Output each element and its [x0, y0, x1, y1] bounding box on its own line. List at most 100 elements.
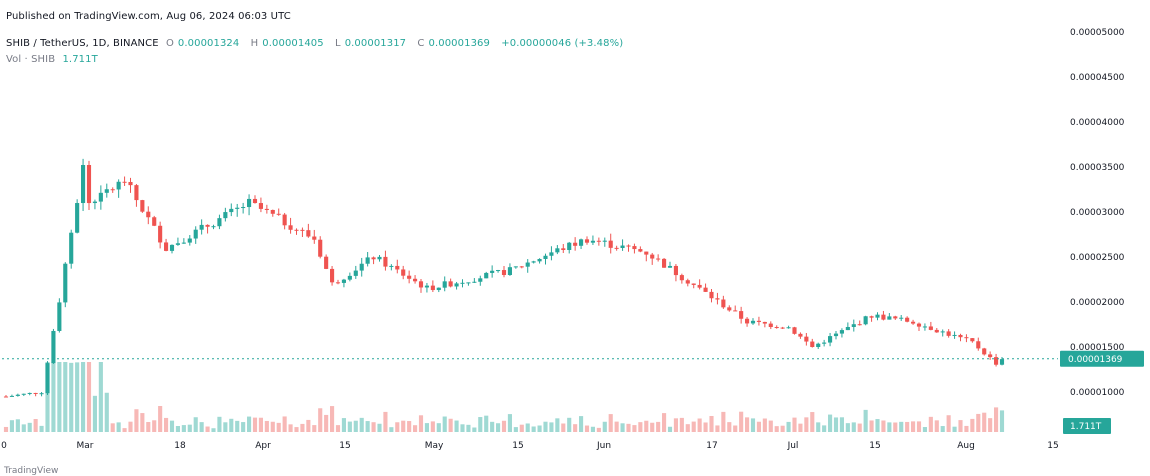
volume-bar [745, 417, 750, 432]
volume-value: 1.711T [62, 54, 98, 65]
volume-bar [27, 422, 32, 432]
candle-body [739, 311, 744, 319]
volume-bar [122, 428, 127, 432]
candle-body [496, 270, 501, 272]
volume-bar [839, 417, 844, 432]
candle-body [579, 239, 584, 246]
time-axis-tick: Aug [957, 441, 975, 451]
volume-bar [691, 421, 696, 432]
candle-body [116, 181, 121, 190]
volume-bar [816, 422, 821, 432]
candle-body [662, 258, 667, 268]
volume-bar [501, 420, 507, 432]
price-axis[interactable]: 0.00001000 0.00001500 0.00002000 0.00002500… [1070, 28, 1125, 398]
volume-bar [146, 422, 151, 432]
volume-bar [828, 414, 833, 432]
candle-body [988, 354, 993, 358]
volume-bar [413, 425, 418, 432]
candle-body [140, 200, 145, 212]
candle-body [413, 278, 418, 282]
candle-body [555, 248, 560, 253]
volume-bar [934, 420, 939, 432]
time-axis-tick: May [425, 441, 444, 451]
candle-body [110, 189, 115, 191]
volume-bar [57, 362, 62, 432]
volume-bar [982, 412, 987, 432]
symbol-name: SHIB / TetherUS, 1D, BINANCE [6, 38, 159, 49]
candle-body [27, 392, 32, 394]
volume-bar [994, 407, 999, 432]
candle-body [656, 258, 661, 260]
candle-body [697, 284, 702, 288]
candle-body [958, 334, 963, 338]
volume-bar [110, 423, 115, 432]
candle-body [341, 279, 346, 283]
candle-body [762, 321, 767, 324]
candle-body [187, 238, 192, 243]
volume-bar [863, 409, 868, 432]
last-price-tag: 0.00001369 [1060, 350, 1144, 367]
legend-volume-row[interactable]: Vol · SHIB 1.711T [6, 54, 102, 65]
volume-bar [371, 422, 376, 432]
candle-body [252, 198, 258, 204]
candle-body [928, 326, 933, 330]
candle-body [175, 243, 180, 245]
candle-body [484, 272, 489, 279]
volume-bar [9, 420, 14, 432]
volume-bar [549, 422, 554, 432]
low-value: L 0.00001317 [335, 38, 407, 49]
candle-body [537, 258, 542, 262]
volume-bar [561, 423, 566, 432]
volume-bar [395, 422, 400, 432]
volume-bar [667, 426, 673, 432]
volume-bar [324, 414, 329, 432]
volume-bar [822, 425, 827, 432]
candle-body [45, 363, 50, 394]
candle-body [727, 307, 732, 311]
candle-body [359, 263, 364, 271]
price-axis-tick: 0.00004000 [1070, 118, 1125, 128]
volume-bar [739, 411, 744, 432]
volume-bar [454, 420, 459, 432]
volume-bar [567, 417, 572, 432]
volume-bar [247, 416, 252, 432]
legend-symbol-row[interactable]: SHIB / TetherUS, 1D, BINANCE O 0.00001324… [6, 38, 627, 49]
volume-bar [881, 420, 886, 432]
candle-body [804, 336, 809, 342]
volume-bar [140, 413, 145, 432]
candle-body [466, 282, 471, 284]
volume-bar [946, 415, 951, 432]
volume-bar [780, 425, 785, 432]
candle-body [294, 229, 299, 231]
volume-bar [922, 427, 927, 432]
candle-body [768, 323, 773, 328]
candle-body [869, 316, 874, 318]
open-value: O 0.00001324 [165, 38, 240, 49]
candle-body [970, 338, 975, 342]
volume-bar [638, 422, 643, 432]
time-axis-tick: 15 [869, 441, 880, 451]
volume-bar [513, 427, 518, 432]
volume-bar [15, 419, 20, 432]
volume-bar [353, 420, 358, 432]
volume-bar [804, 417, 809, 432]
candle-body [721, 299, 726, 308]
time-axis[interactable]: 0 Mar 18 Apr 15 May 15 Jun 17 Jul 15 Aug 15 [1, 441, 1059, 451]
volume-bar [21, 424, 26, 432]
candle-body [543, 255, 548, 259]
volume-bar [928, 416, 933, 432]
candle-body [590, 240, 595, 243]
volume-bar [602, 421, 607, 432]
candle-body [501, 270, 507, 276]
candle-body [39, 393, 44, 395]
candle-body [128, 181, 133, 186]
candle-body [999, 359, 1005, 365]
volume-bar [181, 425, 186, 432]
volume-bar [69, 362, 74, 432]
price-axis-tick: 0.00003500 [1070, 163, 1125, 173]
volume-bar [81, 362, 86, 432]
candle-body [934, 329, 939, 333]
candle-body [264, 208, 269, 210]
volume-bar [673, 418, 678, 432]
